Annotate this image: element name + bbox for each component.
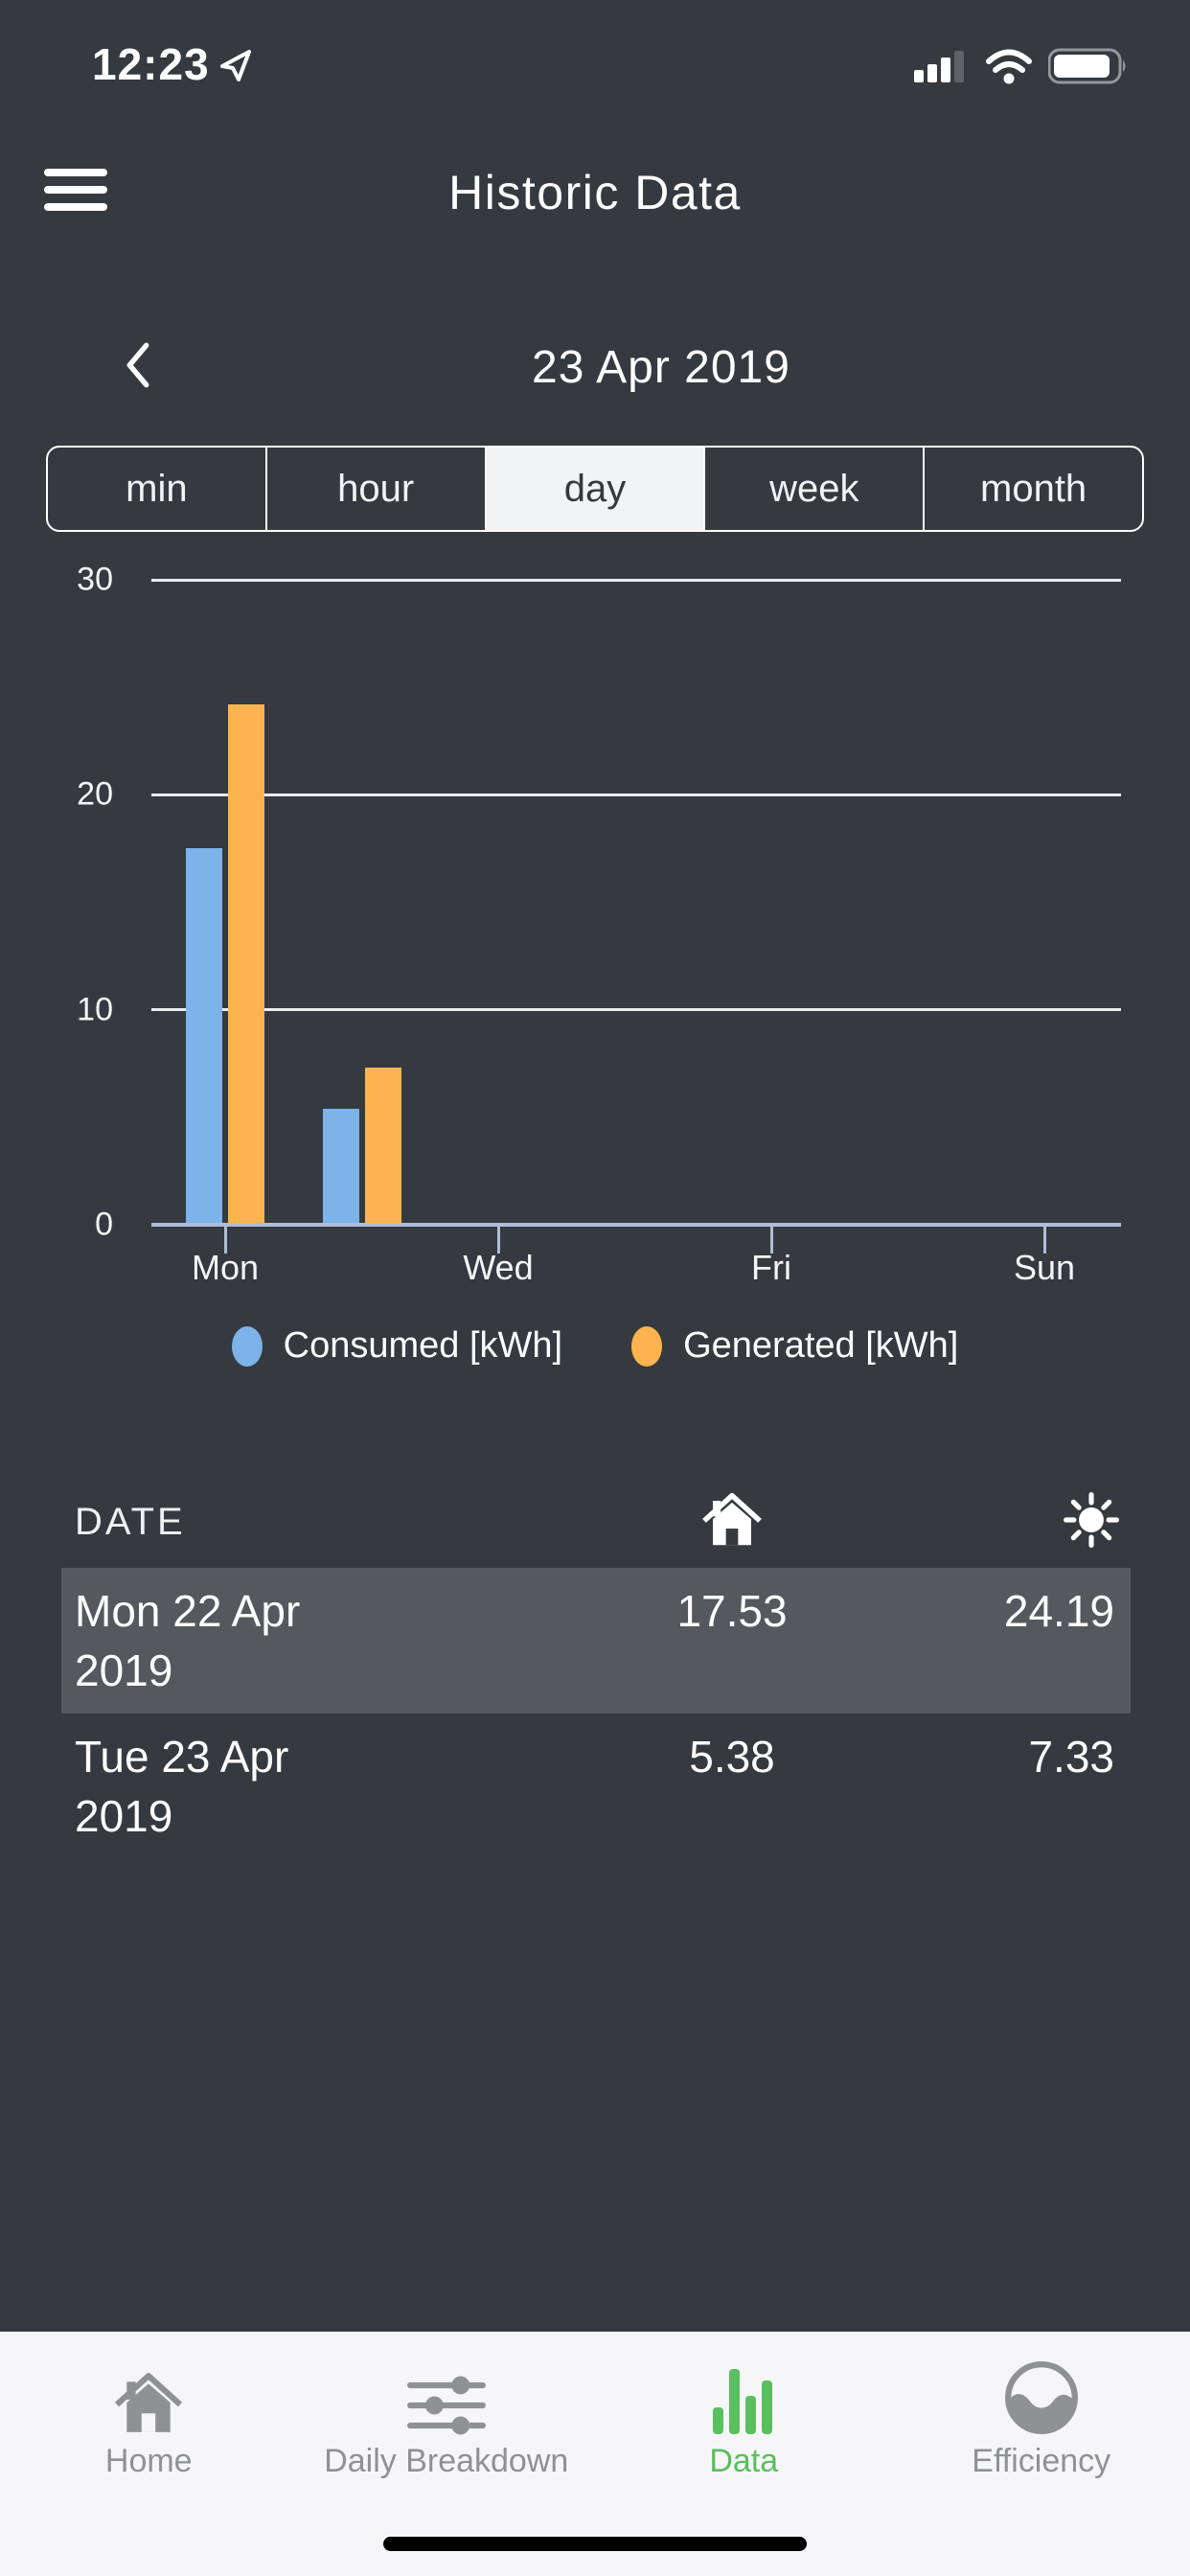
history-table: DATE	[61, 1476, 1131, 1859]
legend-marker	[231, 1325, 263, 1367]
gridline-10	[151, 1008, 1121, 1012]
tab-daily-breakdown[interactable]: Daily Breakdown	[298, 2332, 596, 2480]
status-bar: 12:23	[0, 0, 1190, 96]
home-icon	[114, 2355, 183, 2435]
x-axis-tick	[769, 1225, 773, 1254]
tab-label: Efficiency	[972, 2443, 1111, 2479]
legend-label: Consumed [kWh]	[283, 1325, 563, 1366]
x-axis-label: Wed	[463, 1248, 534, 1287]
row-generated-value: 24.19	[1003, 1586, 1114, 1636]
gridline-20	[151, 793, 1121, 796]
tab-efficiency[interactable]: Efficiency	[893, 2332, 1190, 2480]
y-axis-label: 30	[77, 561, 113, 598]
house-icon	[702, 1492, 762, 1552]
table-header: DATE	[61, 1476, 1131, 1568]
chevron-left-icon[interactable]	[123, 341, 161, 391]
x-axis-label: Mon	[191, 1248, 260, 1287]
legend-marker	[631, 1325, 663, 1367]
segment-hour[interactable]: hour	[264, 448, 485, 530]
status-time: 12:23	[92, 39, 210, 89]
row-date: Mon 22 Apr 2019	[75, 1586, 301, 1695]
row-consumed-value: 5.38	[689, 1732, 775, 1782]
chart-legend: Consumed [kWh] Generated [kWh]	[0, 1325, 1190, 1367]
gridline-30	[151, 578, 1121, 582]
hamburger-menu-icon[interactable]	[44, 169, 107, 211]
page-title: Historic Data	[448, 166, 742, 219]
y-axis-label: 20	[77, 775, 113, 813]
home-indicator[interactable]	[383, 2537, 807, 2551]
x-axis-tick	[1042, 1225, 1046, 1254]
location-arrow-icon	[217, 46, 255, 89]
legend-item: Consumed [kWh]	[231, 1325, 563, 1367]
cellular-signal-icon	[912, 49, 970, 88]
tab-bar: Home Daily Breakdown Data Efficiency	[0, 2332, 1190, 2576]
tab-home[interactable]: Home	[0, 2332, 298, 2480]
y-axis-label: 10	[77, 991, 113, 1028]
bar-tue-generated	[364, 1067, 401, 1225]
tab-label: Daily Breakdown	[324, 2443, 569, 2479]
wifi-icon	[985, 48, 1033, 89]
column-header-generated	[837, 1491, 1131, 1552]
y-axis-label: 0	[95, 1206, 113, 1243]
column-header-consumed	[627, 1492, 837, 1552]
bar-mon-consumed	[186, 847, 222, 1225]
selected-date: 23 Apr 2019	[532, 342, 790, 393]
legend-label: Generated [kWh]	[683, 1325, 959, 1366]
tab-label: Data	[709, 2443, 779, 2479]
x-axis-label: Fri	[751, 1248, 791, 1287]
sun-icon	[1064, 1491, 1119, 1552]
segment-day[interactable]: day	[484, 448, 704, 530]
row-consumed-value: 17.53	[676, 1586, 788, 1636]
tab-data[interactable]: Data	[595, 2332, 893, 2480]
column-header-date: DATE	[75, 1500, 186, 1543]
efficiency-gauge-icon	[1004, 2355, 1079, 2435]
x-axis-label: Sun	[1013, 1248, 1076, 1287]
table-body: Mon 22 Apr 2019 17.53 24.19 Tue 23 Apr 2019 5.…	[61, 1568, 1131, 1859]
bar-tue-consumed	[322, 1109, 359, 1225]
tab-label: Home	[104, 2443, 193, 2479]
table-row[interactable]: Mon 22 Apr 2019 17.53 24.19	[61, 1568, 1131, 1714]
legend-item: Generated [kWh]	[631, 1325, 958, 1367]
sliders-icon	[406, 2355, 487, 2435]
segment-week[interactable]: week	[703, 448, 923, 530]
range-segmented-control: min hour day week month	[46, 446, 1144, 532]
x-axis-tick	[223, 1225, 227, 1254]
segment-min[interactable]: min	[126, 467, 188, 510]
bar-chart-icon	[713, 2355, 774, 2435]
bar-mon-generated	[228, 704, 264, 1225]
x-axis-line	[151, 1223, 1121, 1227]
x-axis-tick	[496, 1225, 500, 1254]
segment-month[interactable]: month	[923, 448, 1142, 530]
row-date: Tue 23 Apr 2019	[75, 1732, 289, 1841]
table-row[interactable]: Tue 23 Apr 2019 5.38 7.33	[61, 1714, 1131, 1859]
battery-icon	[1047, 48, 1129, 89]
row-generated-value: 7.33	[1028, 1732, 1114, 1782]
